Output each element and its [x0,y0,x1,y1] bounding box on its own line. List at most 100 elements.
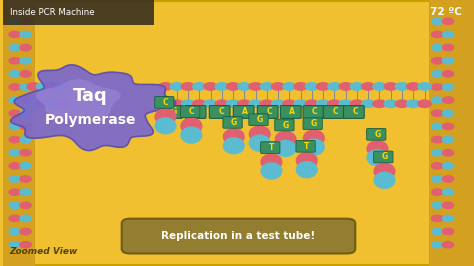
FancyBboxPatch shape [374,151,393,163]
Circle shape [20,228,31,235]
Circle shape [373,83,386,90]
Ellipse shape [249,126,270,142]
Ellipse shape [275,140,296,156]
Circle shape [9,31,20,38]
FancyBboxPatch shape [181,106,200,118]
Circle shape [55,100,68,107]
Ellipse shape [303,130,324,146]
FancyBboxPatch shape [261,142,280,153]
Text: G: G [382,152,388,161]
Circle shape [9,123,20,130]
Ellipse shape [261,154,282,170]
Ellipse shape [367,150,388,166]
Circle shape [20,44,31,51]
Circle shape [432,202,443,209]
Circle shape [20,110,31,117]
FancyBboxPatch shape [281,106,301,118]
Circle shape [238,100,251,107]
Circle shape [362,100,375,107]
Circle shape [283,83,296,90]
Circle shape [305,100,319,107]
Ellipse shape [261,163,282,179]
Circle shape [432,57,443,64]
Circle shape [442,44,454,51]
Circle shape [294,83,307,90]
Text: G: G [283,120,289,130]
Circle shape [432,18,443,24]
Text: T: T [304,142,310,151]
Text: C: C [312,107,318,117]
Circle shape [9,242,20,248]
Text: G: G [256,115,263,124]
Circle shape [215,100,228,107]
Circle shape [272,83,285,90]
Circle shape [260,100,273,107]
Circle shape [317,83,330,90]
Circle shape [432,123,443,130]
Ellipse shape [223,129,244,145]
Circle shape [9,44,20,51]
Circle shape [328,100,341,107]
Text: Inside PCR Machine: Inside PCR Machine [10,8,95,17]
Circle shape [20,163,31,169]
Text: G: G [374,130,381,139]
Ellipse shape [367,141,388,157]
Text: C: C [353,107,358,117]
FancyBboxPatch shape [257,106,278,118]
Circle shape [20,149,31,156]
Circle shape [350,83,364,90]
Circle shape [442,57,454,64]
Circle shape [20,176,31,182]
Circle shape [20,242,31,248]
Circle shape [27,100,40,107]
Circle shape [432,189,443,195]
Circle shape [204,100,217,107]
Circle shape [9,189,20,195]
Circle shape [442,189,454,195]
Circle shape [20,31,31,38]
Circle shape [442,123,454,130]
Circle shape [432,31,443,38]
Text: C: C [163,98,168,107]
Circle shape [432,44,443,51]
Circle shape [442,31,454,38]
Circle shape [20,189,31,195]
Circle shape [159,100,172,107]
PathPatch shape [11,65,176,151]
Circle shape [9,149,20,156]
Circle shape [432,149,443,156]
Circle shape [442,242,454,248]
Ellipse shape [181,127,202,143]
Circle shape [249,83,262,90]
Circle shape [294,100,307,107]
Circle shape [432,176,443,182]
Circle shape [238,83,251,90]
Circle shape [384,100,397,107]
Circle shape [20,136,31,143]
Circle shape [418,83,431,90]
Circle shape [442,215,454,222]
Circle shape [317,100,330,107]
Circle shape [283,100,296,107]
Circle shape [442,176,454,182]
FancyBboxPatch shape [3,0,35,266]
Circle shape [350,100,364,107]
Ellipse shape [223,138,244,154]
Circle shape [384,83,397,90]
Circle shape [55,83,68,90]
Ellipse shape [181,118,202,134]
Circle shape [20,123,31,130]
Circle shape [9,84,20,90]
FancyBboxPatch shape [210,106,230,118]
FancyBboxPatch shape [223,117,242,128]
Circle shape [227,100,240,107]
Circle shape [432,110,443,117]
Circle shape [432,97,443,103]
Circle shape [432,71,443,77]
Ellipse shape [155,109,176,125]
Circle shape [260,83,273,90]
Text: Replication in a test tube!: Replication in a test tube! [161,231,316,241]
FancyBboxPatch shape [155,97,174,108]
Circle shape [20,97,31,103]
Text: C: C [189,107,194,116]
